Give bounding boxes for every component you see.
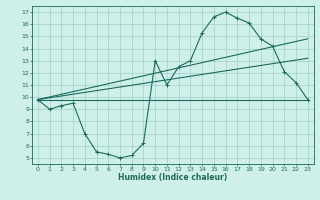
X-axis label: Humidex (Indice chaleur): Humidex (Indice chaleur) (118, 173, 228, 182)
